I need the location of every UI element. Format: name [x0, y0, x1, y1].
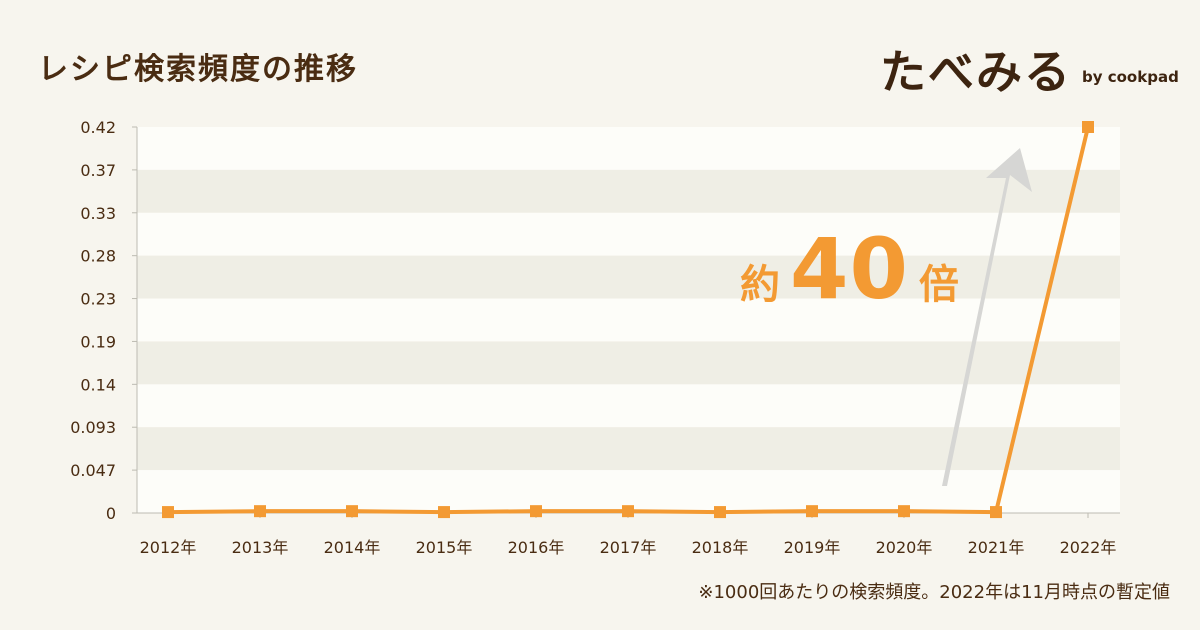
y-tick-label: 0.33 [80, 204, 116, 223]
x-tick-label: 2020年 [876, 538, 933, 557]
callout-prefix: 約 [740, 262, 780, 308]
y-tick-label: 0.19 [80, 332, 116, 351]
tabemiru-logo: たべみる by cookpad [880, 36, 1179, 102]
x-tick-labels: 2012年 2013年 2014年 2015年 2016年 2017年 2018年 2019年… [140, 513, 1117, 557]
logo-text: たべみる [880, 45, 1072, 99]
data-point [254, 505, 266, 518]
data-point [438, 506, 450, 519]
grid-band [137, 341, 1120, 385]
data-point [1082, 121, 1094, 133]
x-tick-label: 2018年 [692, 538, 749, 557]
y-tick-label: 0.37 [80, 161, 116, 180]
data-point [806, 505, 818, 518]
grid-band [137, 169, 1120, 213]
data-point [622, 505, 634, 518]
y-tick-label: 0.093 [70, 418, 116, 437]
grid-bands [137, 127, 1120, 513]
data-point [530, 505, 542, 518]
up-arrow-icon [942, 148, 1032, 486]
y-tick-label: 0.28 [80, 247, 116, 266]
y-tick-label: 0 [106, 504, 116, 523]
data-point [346, 505, 358, 518]
x-tick-label: 2014年 [324, 538, 381, 557]
y-tick-label: 0.23 [80, 290, 116, 309]
x-tick-label: 2022年 [1060, 538, 1117, 557]
x-tick-label: 2012年 [140, 538, 197, 557]
grid-band [137, 384, 1120, 428]
data-point [162, 506, 174, 519]
grid-band [137, 212, 1120, 256]
x-tick-label: 2015年 [416, 538, 473, 557]
grid-band [137, 127, 1120, 170]
x-tick-label: 2013年 [232, 538, 289, 557]
y-tick-labels: 0 0.047 0.093 0.14 0.19 0.23 0.28 0.33 0.37 0.42 [70, 118, 137, 523]
footnote: ※1000回あたりの検索頻度。2022年は11月時点の暫定値 [698, 582, 1170, 603]
callout-suffix: 倍 [918, 262, 959, 308]
chart-title: レシピ検索頻度の推移 [38, 52, 358, 87]
grid-band [137, 427, 1120, 471]
grid-band [137, 255, 1120, 299]
y-tick-label: 0.047 [70, 461, 116, 480]
y-tick-label: 0.14 [80, 375, 116, 394]
grid-band [137, 298, 1120, 342]
series-points [162, 121, 1094, 519]
data-point [898, 505, 910, 518]
x-tick-label: 2016年 [508, 538, 565, 557]
y-tick-label: 0.42 [80, 118, 116, 137]
growth-arrow [942, 148, 1032, 486]
x-tick-label: 2017年 [600, 538, 657, 557]
x-tick-label: 2021年 [968, 538, 1025, 557]
x-tick-label: 2019年 [784, 538, 841, 557]
growth-callout: 約 40 倍 [740, 220, 959, 318]
data-point [714, 506, 726, 519]
logo-subtext: by cookpad [1082, 68, 1179, 86]
data-point [990, 506, 1002, 519]
callout-number: 40 [790, 220, 909, 318]
